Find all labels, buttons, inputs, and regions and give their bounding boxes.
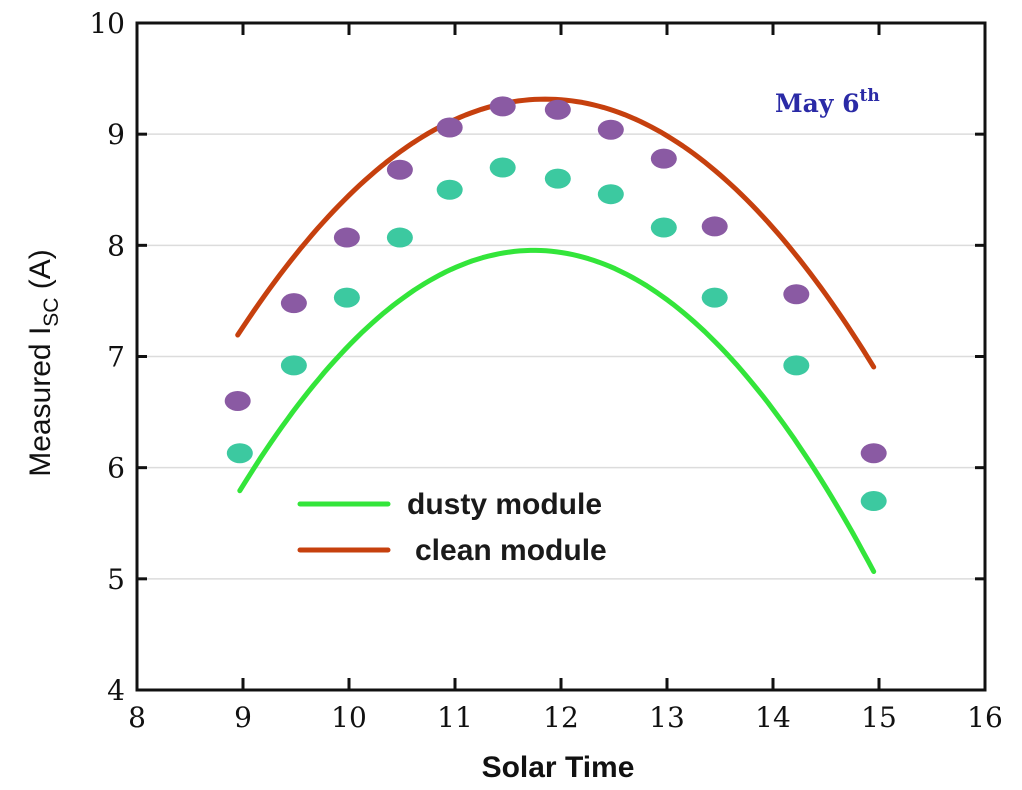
- y-tick-label: 8: [107, 229, 125, 262]
- data-point: [783, 355, 810, 376]
- x-tick-label: 10: [331, 701, 367, 734]
- legend-label-dusty: dusty module: [407, 488, 602, 521]
- x-axis-label: Solar Time: [482, 751, 635, 784]
- data-point: [650, 217, 677, 238]
- y-tick-label: 9: [107, 118, 125, 151]
- data-point: [333, 227, 360, 248]
- x-tick-label: 8: [128, 701, 146, 734]
- data-point: [489, 96, 516, 117]
- data-markers: [224, 96, 887, 512]
- data-point: [650, 148, 677, 169]
- data-point: [597, 184, 624, 205]
- data-point: [701, 216, 728, 237]
- data-point: [386, 159, 413, 180]
- x-tick-label: 11: [437, 701, 473, 734]
- date-annotation-superscript: th: [860, 86, 880, 106]
- y-tick-label: 4: [107, 674, 125, 707]
- data-point: [597, 119, 624, 140]
- y-tick-label: 10: [89, 7, 125, 40]
- data-point: [386, 227, 413, 248]
- data-point: [436, 179, 463, 200]
- y-tick-labels: 4 5 6 7 8 9 10: [89, 7, 125, 707]
- x-tick-labels: 8 9 10 11 12 13 14 15 16: [128, 701, 1003, 734]
- fit-curve: [235, 96, 877, 370]
- data-point: [544, 168, 571, 189]
- data-point: [436, 117, 463, 138]
- x-tick-label: 15: [861, 701, 897, 734]
- y-tick-label: 7: [107, 341, 125, 374]
- x-tick-label: 12: [543, 701, 579, 734]
- data-point: [701, 287, 728, 308]
- x-tick-label: 13: [649, 701, 685, 734]
- y-axis-label-subscript: SC: [40, 298, 63, 327]
- data-point: [860, 491, 887, 512]
- date-annotation: May 6th: [775, 86, 880, 118]
- data-point: [280, 355, 307, 376]
- data-point: [333, 287, 360, 308]
- y-axis-label: Measured ISC (A): [24, 249, 63, 477]
- data-point: [280, 293, 307, 314]
- data-point: [860, 443, 887, 464]
- tick-marks: [135, 21, 987, 692]
- data-point: [224, 390, 251, 411]
- y-tick-label: 6: [107, 452, 125, 485]
- x-tick-label: 16: [967, 701, 1003, 734]
- legend-label-clean: clean module: [415, 534, 607, 567]
- legend: dusty module clean module: [297, 488, 607, 567]
- date-annotation-main: May 6: [775, 89, 860, 118]
- y-axis-label-main: Measured I: [24, 327, 57, 477]
- y-tick-label: 5: [107, 563, 125, 596]
- x-tick-label: 9: [234, 701, 252, 734]
- data-point: [544, 99, 571, 120]
- data-point: [226, 443, 253, 464]
- data-point: [489, 157, 516, 178]
- fit-curve: [237, 247, 877, 574]
- fit-curves: [235, 96, 877, 574]
- y-axis-label-unit: (A): [24, 249, 57, 297]
- data-point: [783, 284, 810, 305]
- x-tick-label: 14: [755, 701, 791, 734]
- grid-lines: [137, 133, 985, 580]
